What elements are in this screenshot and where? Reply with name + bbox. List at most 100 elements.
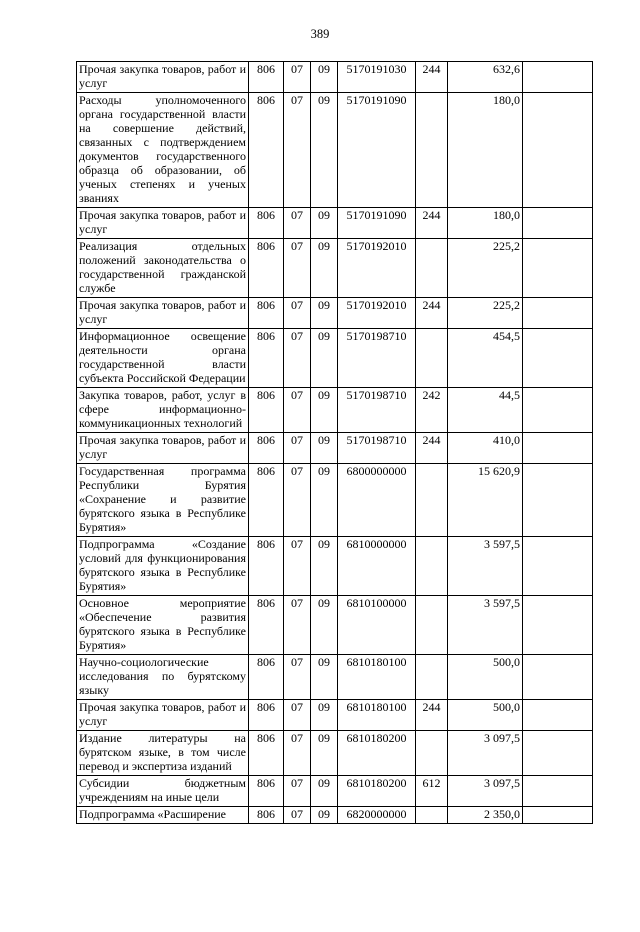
cell-amount: 3 597,5 — [447, 536, 523, 596]
table-row: Субсидии бюджетным учреждениям на иные ц… — [76, 775, 593, 807]
cell-expense-name: Субсидии бюджетным учреждениям на иные ц… — [76, 775, 249, 807]
cell-section-code: 07 — [283, 654, 311, 700]
cell-subsection-code: 09 — [310, 463, 338, 537]
cell-subsection-code: 09 — [310, 536, 338, 596]
cell-note — [522, 207, 593, 239]
table-row: Закупка товаров, работ, услуг в сфере ин… — [76, 387, 593, 433]
cell-note — [522, 92, 593, 208]
cell-expense-type-code — [415, 328, 448, 388]
cell-expense-type-code: 244 — [415, 61, 448, 93]
cell-expense-type-code — [415, 806, 448, 824]
cell-section-code: 07 — [283, 297, 311, 329]
table-row: Информационное освещение деятельности ор… — [76, 328, 593, 388]
cell-expense-type-code — [415, 730, 448, 776]
cell-target-article-code: 6810000000 — [337, 536, 416, 596]
cell-amount: 3 597,5 — [447, 595, 523, 655]
cell-section-code: 07 — [283, 775, 311, 807]
cell-note — [522, 61, 593, 93]
table-row: Подпрограмма «Расширение 806 07 09 68200… — [76, 806, 593, 824]
document-page: { "page": { "number": "389" }, "table": … — [0, 27, 640, 932]
cell-target-article-code: 6800000000 — [337, 463, 416, 537]
cell-subsection-code: 09 — [310, 92, 338, 208]
cell-subsection-code: 09 — [310, 238, 338, 298]
cell-section-code: 07 — [283, 207, 311, 239]
cell-expense-type-code: 244 — [415, 432, 448, 464]
cell-expense-name: Прочая закупка товаров, работ и услуг — [76, 699, 249, 731]
cell-section-code: 07 — [283, 595, 311, 655]
cell-expense-name: Реализация отдельных положений законодат… — [76, 238, 249, 298]
table-row: Основное мероприятие «Обеспечение развит… — [76, 595, 593, 655]
cell-target-article-code: 5170191030 — [337, 61, 416, 93]
cell-note — [522, 806, 593, 824]
cell-note — [522, 463, 593, 537]
cell-expense-type-code: 244 — [415, 699, 448, 731]
cell-grbs-code: 806 — [248, 730, 284, 776]
cell-amount: 225,2 — [447, 297, 523, 329]
cell-section-code: 07 — [283, 536, 311, 596]
cell-amount: 500,0 — [447, 699, 523, 731]
table-row: Прочая закупка товаров, работ и услуг 80… — [76, 699, 593, 731]
cell-expense-type-code: 242 — [415, 387, 448, 433]
cell-subsection-code: 09 — [310, 595, 338, 655]
cell-section-code: 07 — [283, 238, 311, 298]
cell-subsection-code: 09 — [310, 207, 338, 239]
cell-amount: 180,0 — [447, 92, 523, 208]
table-row: Прочая закупка товаров, работ и услуг 80… — [76, 61, 593, 93]
cell-amount: 44,5 — [447, 387, 523, 433]
cell-grbs-code: 806 — [248, 207, 284, 239]
cell-grbs-code: 806 — [248, 463, 284, 537]
cell-grbs-code: 806 — [248, 238, 284, 298]
cell-subsection-code: 09 — [310, 730, 338, 776]
table-row: Научно-социологические исследования по б… — [76, 654, 593, 700]
table-row: Расходы уполномоченного органа государст… — [76, 92, 593, 208]
cell-subsection-code: 09 — [310, 297, 338, 329]
cell-section-code: 07 — [283, 699, 311, 731]
cell-amount: 3 097,5 — [447, 730, 523, 776]
cell-expense-name: Основное мероприятие «Обеспечение развит… — [76, 595, 249, 655]
cell-expense-name: Прочая закупка товаров, работ и услуг — [76, 207, 249, 239]
cell-expense-type-code — [415, 238, 448, 298]
cell-grbs-code: 806 — [248, 595, 284, 655]
cell-note — [522, 387, 593, 433]
table-row: Издание литературы на бурятском языке, в… — [76, 730, 593, 776]
cell-note — [522, 536, 593, 596]
cell-section-code: 07 — [283, 730, 311, 776]
cell-target-article-code: 6820000000 — [337, 806, 416, 824]
cell-grbs-code: 806 — [248, 806, 284, 824]
budget-table-body: Прочая закупка товаров, работ и услуг 80… — [76, 61, 593, 824]
cell-expense-type-code: 244 — [415, 207, 448, 239]
cell-expense-type-code — [415, 536, 448, 596]
cell-expense-name: Прочая закупка товаров, работ и услуг — [76, 297, 249, 329]
cell-target-article-code: 5170191090 — [337, 207, 416, 239]
cell-subsection-code: 09 — [310, 654, 338, 700]
cell-expense-name: Информационное освещение деятельности ор… — [76, 328, 249, 388]
cell-subsection-code: 09 — [310, 699, 338, 731]
cell-expense-type-code — [415, 654, 448, 700]
cell-subsection-code: 09 — [310, 328, 338, 388]
cell-section-code: 07 — [283, 92, 311, 208]
cell-expense-type-code — [415, 595, 448, 655]
table-row: Реализация отдельных положений законодат… — [76, 238, 593, 298]
cell-expense-name: Подпрограмма «Расширение — [76, 806, 249, 824]
cell-expense-type-code: 244 — [415, 297, 448, 329]
cell-target-article-code: 5170191090 — [337, 92, 416, 208]
cell-note — [522, 775, 593, 807]
cell-target-article-code: 5170198710 — [337, 432, 416, 464]
cell-grbs-code: 806 — [248, 387, 284, 433]
cell-target-article-code: 5170198710 — [337, 328, 416, 388]
cell-amount: 225,2 — [447, 238, 523, 298]
cell-subsection-code: 09 — [310, 775, 338, 807]
cell-grbs-code: 806 — [248, 61, 284, 93]
cell-amount: 2 350,0 — [447, 806, 523, 824]
cell-target-article-code: 6810180100 — [337, 654, 416, 700]
cell-note — [522, 595, 593, 655]
cell-amount: 3 097,5 — [447, 775, 523, 807]
cell-grbs-code: 806 — [248, 328, 284, 388]
table-row: Государственная программа Республики Бур… — [76, 463, 593, 537]
cell-grbs-code: 806 — [248, 432, 284, 464]
cell-section-code: 07 — [283, 387, 311, 433]
table-row: Прочая закупка товаров, работ и услуг 80… — [76, 297, 593, 329]
cell-expense-name: Научно-социологические исследования по б… — [76, 654, 249, 700]
cell-note — [522, 297, 593, 329]
cell-expense-name: Закупка товаров, работ, услуг в сфере ин… — [76, 387, 249, 433]
